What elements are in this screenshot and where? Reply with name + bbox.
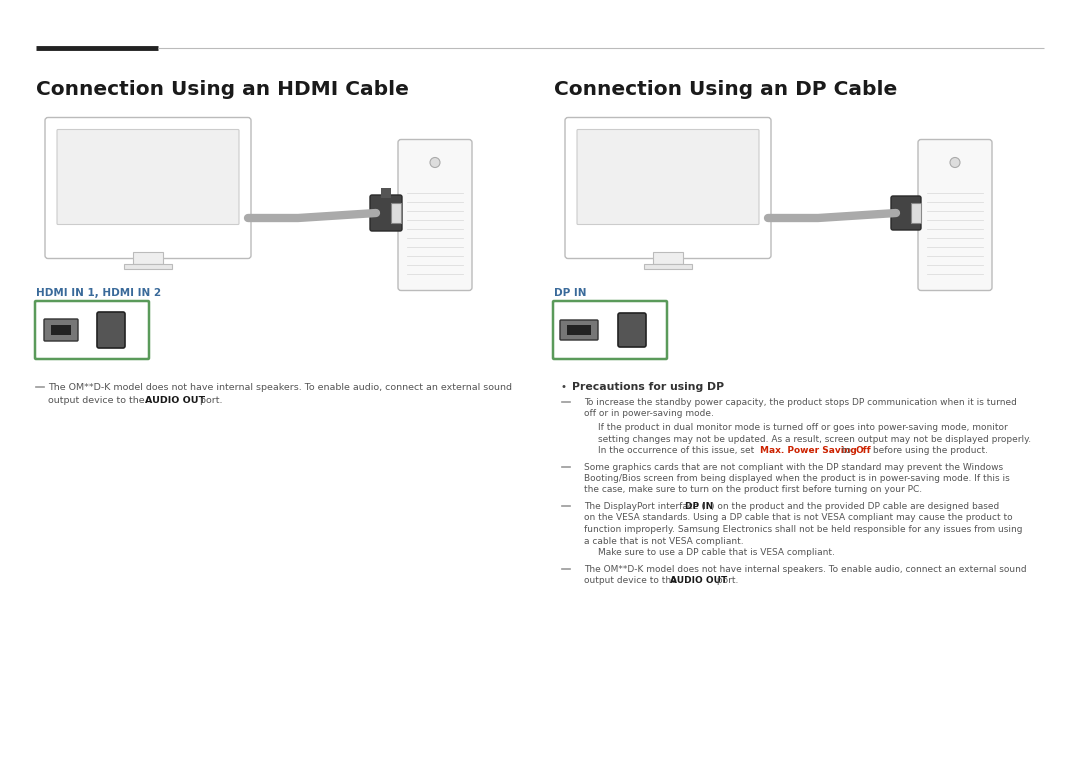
FancyBboxPatch shape: [44, 319, 78, 341]
FancyBboxPatch shape: [577, 130, 759, 224]
Text: The OM**D-K model does not have internal speakers. To enable audio, connect an e: The OM**D-K model does not have internal…: [48, 383, 512, 392]
Text: Some graphics cards that are not compliant with the DP standard may prevent the : Some graphics cards that are not complia…: [584, 462, 1003, 472]
Text: DP IN: DP IN: [554, 288, 586, 298]
FancyBboxPatch shape: [97, 312, 125, 348]
Bar: [124, 263, 172, 269]
Circle shape: [950, 157, 960, 168]
Text: AUDIO OUT: AUDIO OUT: [670, 576, 727, 585]
Text: The DisplayPort interface (: The DisplayPort interface (: [584, 502, 705, 511]
Bar: [567, 325, 591, 335]
Circle shape: [430, 157, 440, 168]
Bar: [133, 252, 163, 263]
Text: The OM**D-K model does not have internal speakers. To enable audio, connect an e: The OM**D-K model does not have internal…: [584, 565, 1027, 574]
Text: Precautions for using DP: Precautions for using DP: [572, 382, 724, 392]
FancyBboxPatch shape: [891, 196, 921, 230]
Text: DP IN: DP IN: [685, 502, 713, 511]
Bar: [644, 263, 692, 269]
FancyBboxPatch shape: [565, 118, 771, 259]
Bar: [653, 252, 683, 263]
FancyBboxPatch shape: [553, 301, 667, 359]
Text: function improperly. Samsung Electronics shall not be held responsible for any i: function improperly. Samsung Electronics…: [584, 525, 1023, 534]
Text: If the product in dual monitor mode is turned off or goes into power-saving mode: If the product in dual monitor mode is t…: [598, 423, 1008, 432]
Text: on the VESA standards. Using a DP cable that is not VESA compliant may cause the: on the VESA standards. Using a DP cable …: [584, 513, 1013, 523]
Text: AUDIO OUT: AUDIO OUT: [145, 396, 205, 405]
Text: output device to the: output device to the: [48, 396, 148, 405]
Text: Connection Using an HDMI Cable: Connection Using an HDMI Cable: [36, 80, 409, 99]
Text: Make sure to use a DP cable that is VESA compliant.: Make sure to use a DP cable that is VESA…: [598, 548, 835, 557]
Text: ) on the product and the provided DP cable are designed based: ) on the product and the provided DP cab…: [711, 502, 999, 511]
Text: Connection Using an DP Cable: Connection Using an DP Cable: [554, 80, 897, 99]
Bar: [381, 188, 391, 198]
Text: setting changes may not be updated. As a result, screen output may not be displa: setting changes may not be updated. As a…: [598, 434, 1031, 443]
FancyBboxPatch shape: [45, 118, 251, 259]
Text: Booting/Bios screen from being displayed when the product is in power-saving mod: Booting/Bios screen from being displayed…: [584, 474, 1010, 483]
FancyBboxPatch shape: [918, 140, 993, 291]
Text: a cable that is not VESA compliant.: a cable that is not VESA compliant.: [584, 536, 744, 546]
Text: •: •: [561, 382, 566, 392]
Text: before using the product.: before using the product.: [870, 446, 988, 455]
FancyBboxPatch shape: [399, 140, 472, 291]
Text: output device to the: output device to the: [584, 576, 679, 585]
Text: HDMI IN 1, HDMI IN 2: HDMI IN 1, HDMI IN 2: [36, 288, 161, 298]
Text: Max. Power Saving: Max. Power Saving: [760, 446, 856, 455]
Text: port.: port.: [197, 396, 222, 405]
Text: off or in power-saving mode.: off or in power-saving mode.: [584, 410, 714, 418]
Text: In the occurrence of this issue, set: In the occurrence of this issue, set: [598, 446, 757, 455]
Bar: [391, 203, 401, 223]
Text: to: to: [839, 446, 854, 455]
FancyBboxPatch shape: [35, 301, 149, 359]
FancyBboxPatch shape: [57, 130, 239, 224]
FancyBboxPatch shape: [370, 195, 402, 231]
Text: port.: port.: [714, 576, 739, 585]
FancyBboxPatch shape: [618, 313, 646, 347]
Text: the case, make sure to turn on the product first before turning on your PC.: the case, make sure to turn on the produ…: [584, 485, 922, 494]
Bar: [51, 325, 71, 335]
Bar: [912, 203, 921, 223]
FancyBboxPatch shape: [561, 320, 598, 340]
Text: To increase the standby power capacity, the product stops DP communication when : To increase the standby power capacity, …: [584, 398, 1017, 407]
Text: Off: Off: [856, 446, 872, 455]
